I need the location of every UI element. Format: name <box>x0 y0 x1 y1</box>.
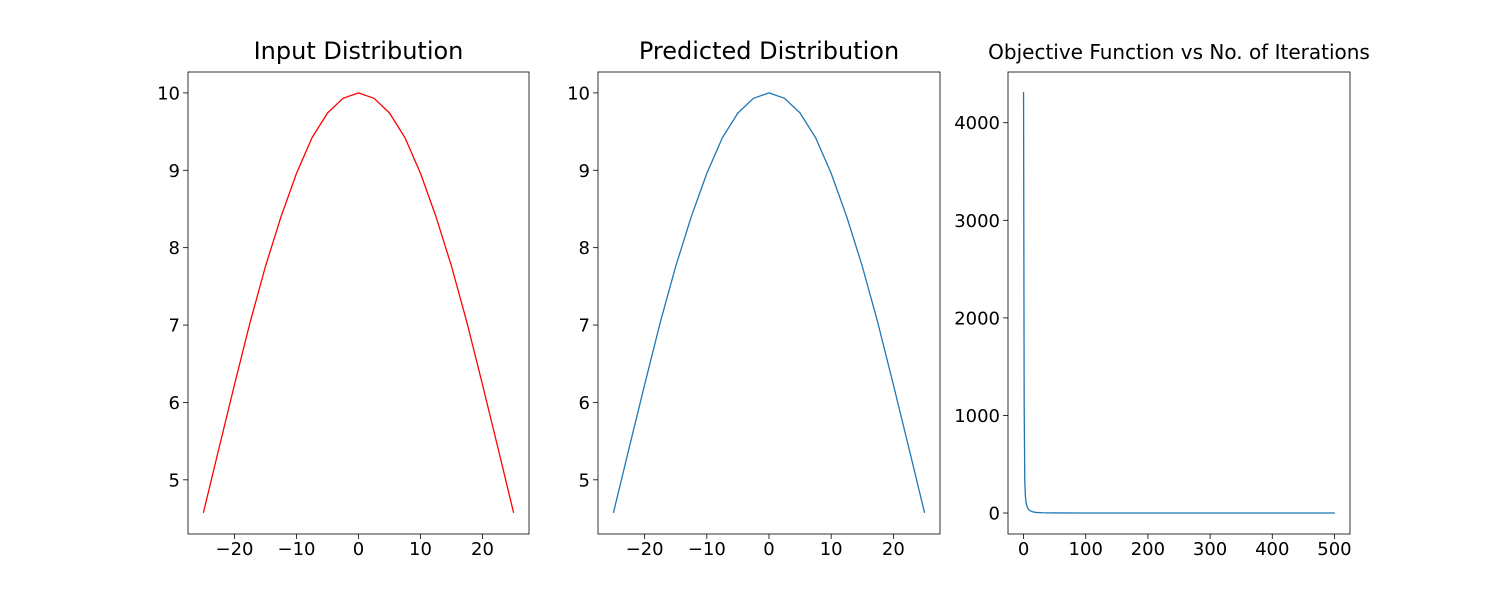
x-tick-label: 10 <box>820 539 843 560</box>
x-tick-label: 20 <box>471 539 494 560</box>
series-line-1 <box>202 92 515 513</box>
x-tick-label: 0 <box>353 539 364 560</box>
y-tick-label: 10 <box>157 83 180 104</box>
subplot-1: Input Distribution −20 −10 0 10 20 5 6 7 8 9 10 <box>157 37 530 560</box>
y-tick-label: 6 <box>169 393 180 414</box>
x-tick-label: 0 <box>763 539 774 560</box>
y-tick-label: 1000 <box>954 406 1000 427</box>
x-tick-label: 100 <box>1069 539 1103 560</box>
y-tick-label: 7 <box>169 316 180 337</box>
x-tick-label: 400 <box>1255 539 1289 560</box>
y-tick-label: 2000 <box>954 308 1000 329</box>
y-tick-label: 0 <box>989 504 1000 525</box>
y-tick-label: 8 <box>169 238 180 259</box>
axes-frame <box>597 71 941 535</box>
y-tick-label: 3000 <box>954 211 1000 232</box>
y-tick-label: 10 <box>567 83 590 104</box>
x-tick-label: 500 <box>1317 539 1351 560</box>
series-line-1 <box>612 92 926 513</box>
y-tick-label: 7 <box>579 316 590 337</box>
x-tick-label: 300 <box>1193 539 1227 560</box>
subplot-2: Predicted Distribution −20 −10 0 10 20 5 6 7 8 9 10 <box>567 37 941 560</box>
x-tick-label: −10 <box>278 539 316 560</box>
y-tick-label: 4000 <box>954 113 1000 134</box>
x-tick-label: −10 <box>688 539 726 560</box>
x-tick-label: −20 <box>216 539 254 560</box>
series-line-1 <box>1022 91 1336 514</box>
chart-title: Objective Function vs No. of Iterations <box>988 40 1370 64</box>
y-tick-label: 9 <box>169 161 180 182</box>
y-tick-label: 8 <box>579 238 590 259</box>
chart-title: Input Distribution <box>254 37 464 65</box>
x-tick-label: −20 <box>626 539 664 560</box>
y-tick-label: 5 <box>169 470 180 491</box>
axes-frame <box>187 71 530 535</box>
subplot-3: Objective Function vs No. of Iterations 0… <box>954 40 1370 560</box>
x-tick-label: 10 <box>409 539 432 560</box>
y-tick-label: 9 <box>579 161 590 182</box>
axes-frame <box>1007 71 1351 535</box>
x-tick-label: 200 <box>1131 539 1165 560</box>
y-tick-label: 5 <box>579 470 590 491</box>
chart-title: Predicted Distribution <box>639 37 899 65</box>
x-tick-label: 0 <box>1018 539 1029 560</box>
y-tick-label: 6 <box>579 393 590 414</box>
x-tick-label: 20 <box>882 539 905 560</box>
